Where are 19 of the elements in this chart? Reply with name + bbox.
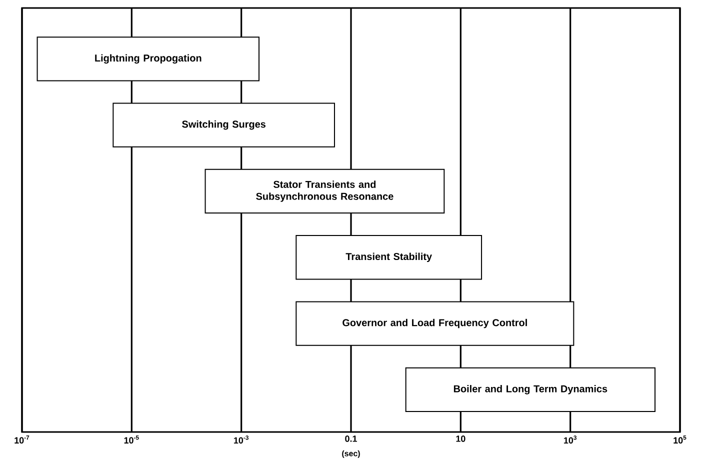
x-tick-label: 10$^{-3}$ bbox=[234, 436, 249, 444]
bar bbox=[112, 102, 335, 148]
x-tick-label: 0.1 bbox=[345, 436, 357, 442]
bar bbox=[296, 301, 574, 346]
x-tick-label: 10$^{-7}$ bbox=[14, 436, 30, 444]
bar bbox=[405, 367, 656, 412]
x-tick-label: 10 bbox=[456, 436, 466, 442]
y-tick-label: Transient Stability bbox=[346, 252, 432, 262]
y-tick-label: Boiler and Long Term Dynamics bbox=[454, 385, 608, 394]
x-tick-label: 10$^{-5}$ bbox=[124, 436, 139, 444]
x-tick-label: 10$^{3}$ bbox=[564, 436, 577, 444]
bar bbox=[296, 235, 482, 280]
x-tick-label: 10$^{5}$ bbox=[674, 436, 686, 444]
y-tick-label: Switching Surges bbox=[182, 120, 266, 130]
bar bbox=[204, 168, 445, 214]
bar bbox=[36, 36, 260, 82]
y-tick-label: Lightning Propogation bbox=[95, 54, 202, 64]
y-tick-label: Stator Transients and Subsynchronous Resonance bbox=[256, 180, 394, 202]
y-tick-label: Governor and Load Frequency Control bbox=[342, 318, 527, 328]
